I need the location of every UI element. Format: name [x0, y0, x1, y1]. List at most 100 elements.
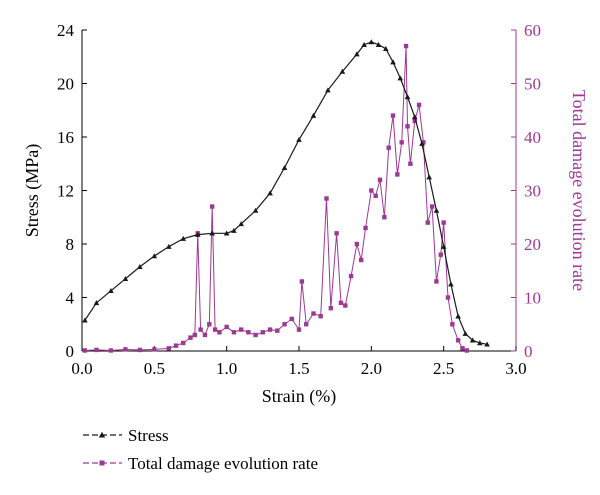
left-y-tick-label: 24 — [57, 21, 75, 40]
damage-point — [82, 348, 88, 353]
legend: Stress Total damage evolution rate — [83, 426, 318, 473]
left-y-axis-ticks: 0 4 8 12 16 20 24 — [57, 21, 87, 361]
legend-swatch-stress — [83, 431, 122, 438]
stress-point — [180, 235, 187, 241]
left-y-axis-title: Stress (MPa) — [22, 144, 43, 238]
damage-point — [403, 43, 409, 49]
stress-point — [166, 243, 172, 249]
stress-point — [354, 51, 360, 57]
stress-point — [383, 45, 389, 51]
stress-point — [122, 275, 129, 282]
damage-point — [354, 241, 360, 247]
stress-point — [194, 231, 201, 237]
damage-point — [210, 204, 215, 209]
stress-point — [368, 39, 375, 45]
right-y-tick-label: 30 — [524, 182, 541, 201]
stress-point — [411, 114, 418, 120]
stress-point — [404, 94, 411, 100]
damage-point — [429, 204, 435, 209]
x-tick-label: 1.0 — [216, 359, 237, 378]
series-stress — [82, 39, 490, 347]
x-tick-label: 1.5 — [288, 359, 309, 378]
damage-point — [198, 327, 203, 332]
stress-point — [223, 230, 230, 236]
damage-point — [455, 338, 461, 343]
damage-point — [450, 322, 455, 327]
stress-point — [419, 140, 425, 146]
damage-point — [192, 332, 198, 338]
damage-point — [438, 252, 443, 257]
damage-point — [369, 188, 374, 193]
damage-point — [421, 140, 426, 145]
damage-point — [108, 348, 114, 353]
stress-point — [108, 288, 114, 294]
right-y-tick-label: 0 — [524, 342, 533, 361]
damage-point — [123, 347, 128, 352]
right-y-tick-label: 40 — [524, 128, 541, 147]
stress-point — [484, 341, 490, 347]
left-y-tick-label: 8 — [66, 235, 75, 254]
damage-point — [399, 140, 404, 145]
damage-point — [267, 327, 273, 332]
left-y-tick-label: 0 — [66, 342, 75, 361]
damage-point — [441, 220, 446, 225]
stress-point — [281, 164, 288, 171]
damage-point — [343, 303, 348, 308]
plot-frame — [81, 30, 517, 352]
stress-point — [433, 207, 440, 213]
damage-point — [334, 231, 339, 236]
legend-label-stress: Stress — [128, 426, 169, 445]
x-tick-label: 0.0 — [71, 359, 92, 378]
damage-point — [348, 273, 354, 279]
legend-item-damage: Total damage evolution rate — [83, 454, 318, 473]
damage-point — [253, 332, 258, 338]
damage-point — [238, 327, 244, 332]
stress-line — [84, 41, 488, 345]
damage-point — [434, 279, 439, 284]
damage-point — [173, 343, 179, 348]
damage-point — [324, 196, 329, 201]
damage-point — [412, 118, 417, 124]
damage-point — [181, 340, 186, 346]
series-layer — [82, 39, 490, 353]
damage-point — [425, 220, 430, 225]
damage-point — [377, 177, 383, 182]
damage-point — [282, 322, 287, 327]
x-axis-title: Strain (%) — [262, 386, 336, 407]
stress-point — [151, 253, 158, 259]
damage-point — [246, 330, 251, 335]
stress-point — [426, 174, 432, 180]
damage-point — [390, 113, 396, 118]
stress-point — [361, 41, 367, 47]
stress-point — [339, 68, 346, 74]
stress-point — [390, 59, 396, 65]
stress-point — [477, 340, 483, 346]
damage-point — [405, 124, 410, 129]
legend-marker-damage — [99, 460, 105, 466]
damage-point — [202, 332, 208, 338]
damage-point — [137, 347, 143, 353]
damage-point — [416, 102, 422, 108]
left-y-tick-label: 12 — [57, 182, 74, 201]
x-tick-label: 0.5 — [144, 359, 165, 378]
right-y-tick-label: 60 — [524, 21, 541, 40]
left-y-tick-label: 4 — [66, 289, 75, 308]
x-tick-label: 3.0 — [505, 359, 526, 378]
damage-point — [318, 314, 323, 319]
stress-point — [310, 112, 317, 118]
damage-point — [296, 327, 302, 332]
damage-point — [373, 193, 378, 199]
stress-point — [469, 337, 476, 343]
damage-point — [212, 327, 218, 332]
stress-point — [267, 190, 273, 196]
legend-item-stress: Stress — [83, 426, 169, 445]
damage-line — [84, 46, 468, 351]
damage-point — [217, 330, 222, 335]
damage-point — [338, 300, 344, 306]
left-y-tick-label: 20 — [57, 75, 74, 94]
damage-point — [299, 279, 305, 284]
damage-point — [231, 330, 237, 335]
damage-point — [328, 306, 334, 311]
